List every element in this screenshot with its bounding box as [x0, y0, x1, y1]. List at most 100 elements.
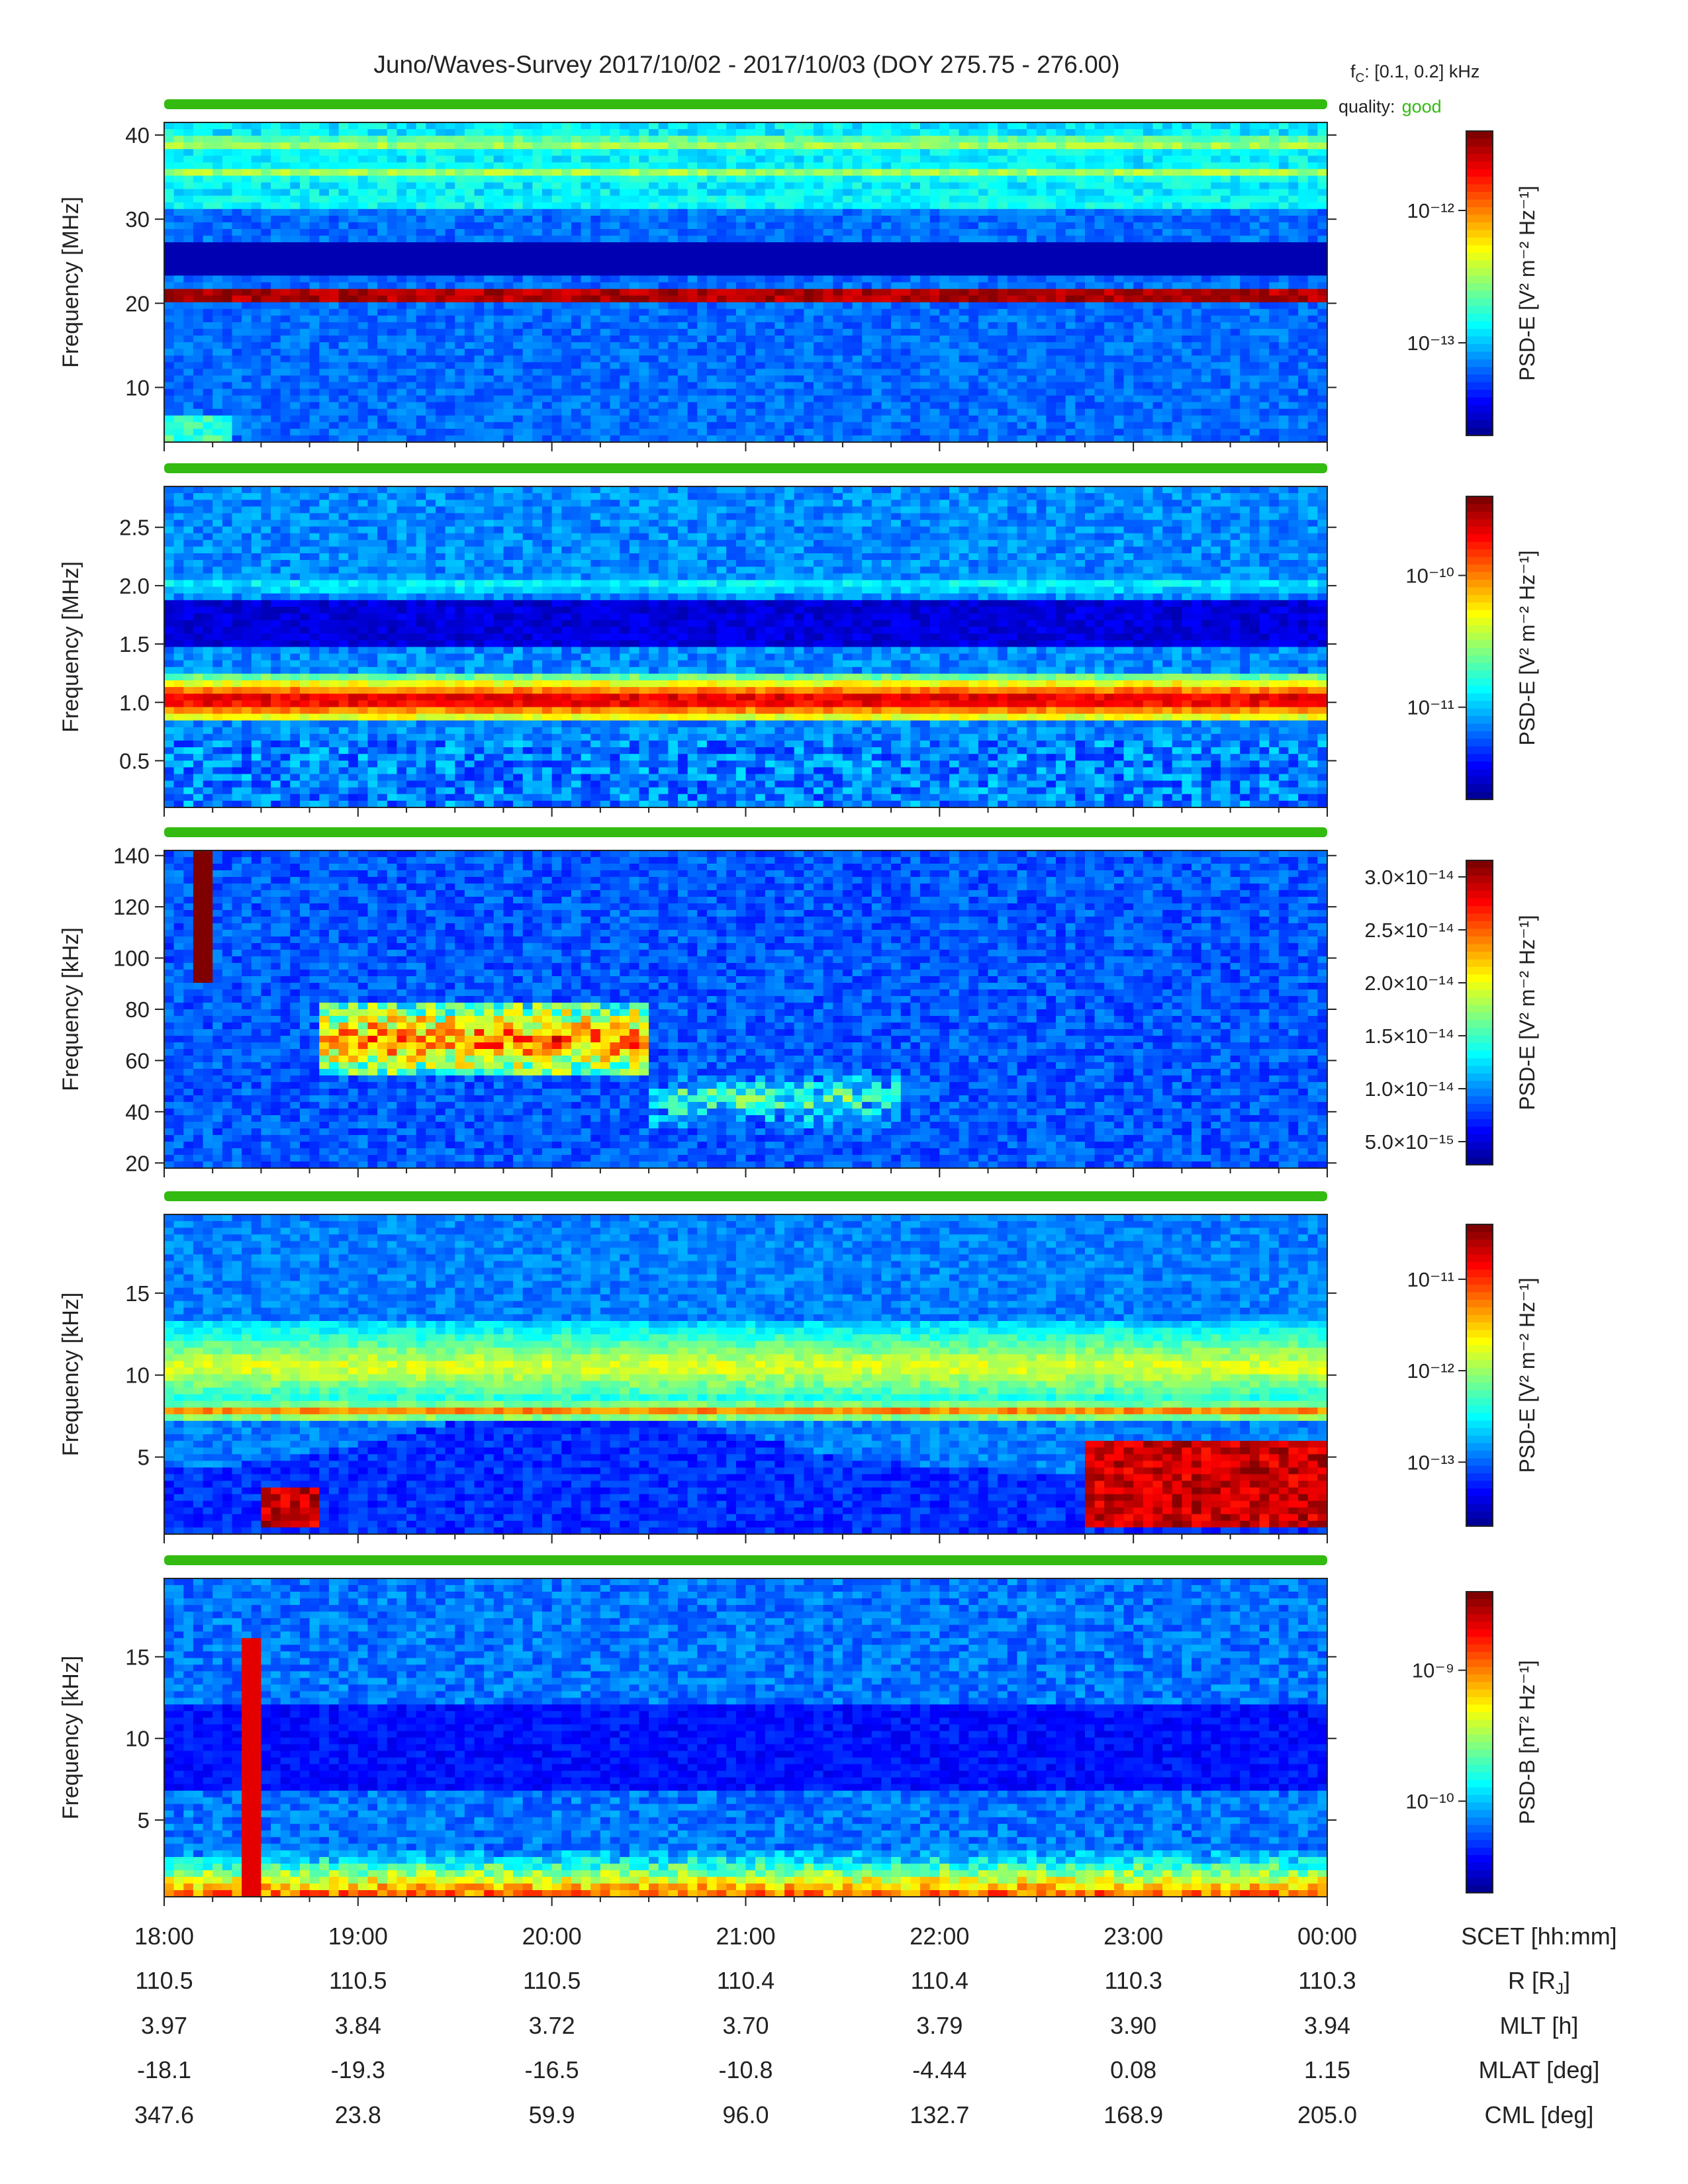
cell — [164, 122, 174, 130]
cell — [242, 396, 252, 403]
cell — [164, 396, 174, 403]
cell — [261, 409, 271, 416]
cell — [290, 296, 300, 303]
cell — [193, 396, 203, 403]
cell — [271, 309, 281, 316]
cell — [193, 349, 203, 356]
cell — [193, 122, 203, 130]
cell — [222, 409, 232, 416]
fc-label: fC: [0.1, 0.2] kHz — [1350, 62, 1479, 85]
cell — [164, 136, 174, 143]
cell — [290, 249, 300, 256]
cell — [271, 176, 281, 183]
cell — [232, 269, 242, 276]
cell — [193, 362, 203, 369]
cell — [281, 396, 291, 403]
cell — [183, 329, 193, 336]
cell — [203, 142, 213, 150]
cell — [281, 409, 291, 416]
cell — [232, 316, 242, 323]
fc-text: : [0.1, 0.2] kHz — [1364, 62, 1479, 81]
cell — [252, 216, 261, 223]
cell — [164, 362, 174, 369]
cell — [203, 375, 213, 383]
cell — [300, 156, 310, 163]
cell — [290, 422, 300, 430]
cell — [203, 329, 213, 336]
cell — [222, 142, 232, 150]
cell — [193, 302, 203, 310]
cell — [232, 249, 242, 256]
cell — [232, 216, 242, 223]
cell — [212, 269, 222, 276]
cell — [212, 283, 222, 290]
cell — [290, 336, 300, 343]
cell — [290, 262, 300, 269]
cell — [164, 229, 174, 236]
cell — [300, 262, 310, 269]
cell — [300, 322, 310, 330]
cell — [203, 309, 213, 316]
cell — [212, 122, 222, 130]
cell — [232, 349, 242, 356]
cell — [174, 196, 184, 203]
cell — [252, 196, 261, 203]
cell — [261, 329, 271, 336]
cell — [290, 255, 300, 263]
cell — [261, 416, 271, 423]
cell — [271, 209, 281, 216]
cell — [242, 302, 252, 310]
cell — [212, 316, 222, 323]
cell — [164, 189, 174, 197]
cell — [222, 183, 232, 190]
cell — [281, 422, 291, 430]
cell — [164, 302, 174, 310]
cell — [222, 349, 232, 356]
cell — [174, 129, 184, 136]
cell — [203, 249, 213, 256]
cell — [212, 349, 222, 356]
cell — [271, 342, 281, 349]
cell — [212, 162, 222, 169]
cell — [203, 216, 213, 223]
cell — [252, 349, 261, 356]
cell — [222, 203, 232, 210]
cell — [281, 129, 291, 136]
cell — [164, 255, 174, 263]
cell — [232, 342, 242, 349]
cell — [271, 389, 281, 396]
cell — [193, 375, 203, 383]
cell — [290, 203, 300, 210]
cell — [300, 236, 310, 243]
cell — [212, 229, 222, 236]
quality-value: good — [1402, 97, 1442, 116]
cell — [212, 289, 222, 296]
cell — [271, 196, 281, 203]
cell — [174, 369, 184, 376]
cell — [300, 122, 310, 130]
cell — [281, 389, 291, 396]
cell — [252, 382, 261, 389]
cell — [183, 129, 193, 136]
cell — [183, 322, 193, 330]
cell — [271, 156, 281, 163]
cell — [174, 222, 184, 230]
cell — [290, 289, 300, 296]
cell — [164, 309, 174, 316]
cell — [183, 336, 193, 343]
cell — [281, 309, 291, 316]
cell — [242, 275, 252, 283]
cell — [164, 355, 174, 363]
cell — [174, 236, 184, 243]
cell — [232, 322, 242, 330]
cell — [174, 216, 184, 223]
cell — [232, 149, 242, 156]
cell — [281, 142, 291, 150]
fc-sub: C — [1356, 71, 1365, 85]
cell — [174, 389, 184, 396]
cell — [183, 382, 193, 389]
cell — [232, 289, 242, 296]
cell — [164, 369, 174, 376]
cell — [183, 342, 193, 349]
cell — [183, 229, 193, 236]
